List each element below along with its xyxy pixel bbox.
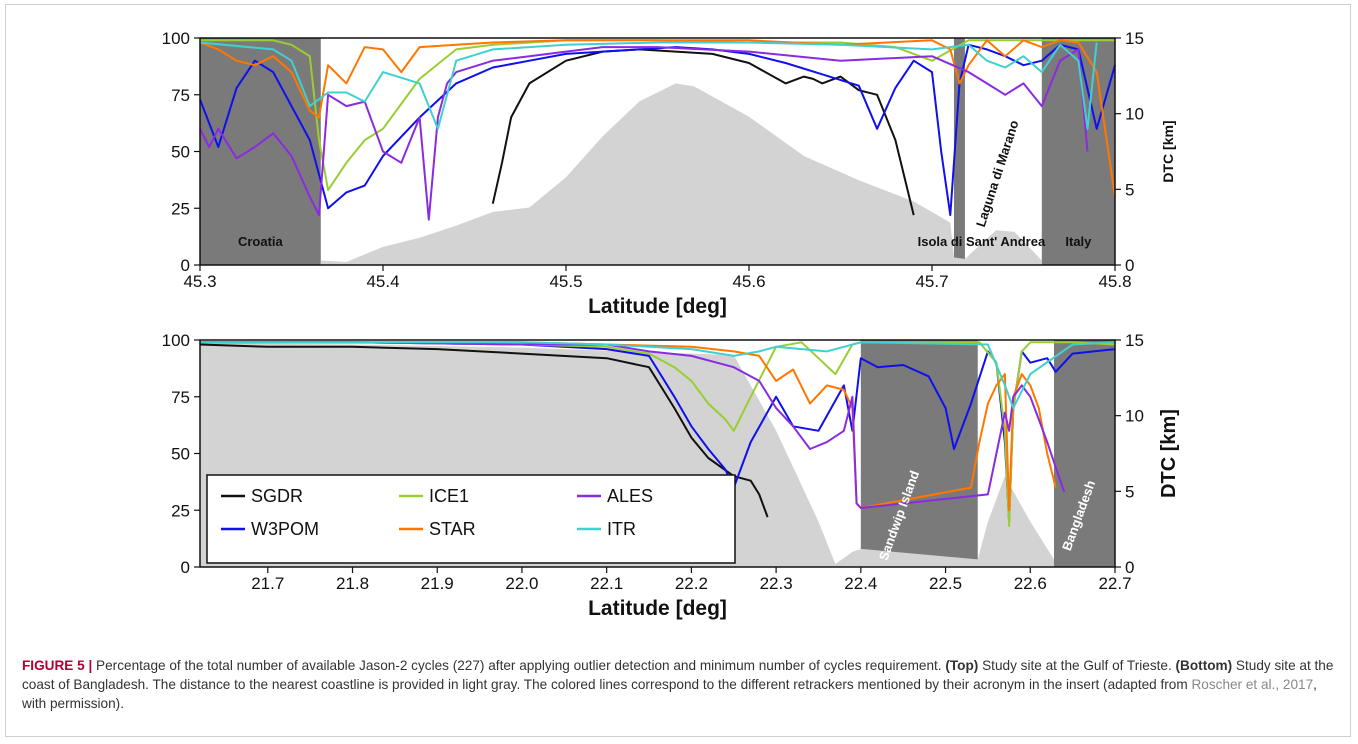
x-tick-label-7: 22.4 [844, 574, 877, 593]
land-region-1 [953, 38, 965, 265]
x-axis-title: Latitude [deg] [588, 295, 727, 318]
region-label-italy: Italy [1065, 234, 1092, 249]
legend-box [206, 474, 736, 564]
x-tick-label-3: 45.6 [732, 272, 765, 291]
series-line-ales [200, 341, 1066, 509]
series-line-ice1 [200, 39, 1115, 192]
y2-tick-label-0: 0 [1125, 256, 1134, 275]
series-line-sgdr [491, 48, 915, 216]
y2-tick-label-2: 10 [1125, 407, 1144, 426]
caption-text-1: Percentage of the total number of availa… [92, 658, 946, 673]
x-tick-label-9: 22.6 [1014, 574, 1047, 593]
y2-axis-title: DTC [km] [1158, 409, 1180, 498]
y2-tick-label-1: 5 [1125, 482, 1134, 501]
series-line-itr [199, 41, 1098, 130]
x-tick-label-8: 22.5 [929, 574, 962, 593]
y-tick-label-2: 50 [171, 445, 190, 464]
y2-tick-label-2: 10 [1125, 105, 1144, 124]
x-tick-label-4: 45.7 [915, 272, 948, 291]
legend-label-ales: ALES [607, 486, 653, 506]
x-tick-label-3: 22.0 [505, 574, 538, 593]
y2-tick-label-3: 15 [1125, 331, 1144, 350]
x-tick-label-6: 22.3 [760, 574, 793, 593]
land-region-2 [1041, 38, 1115, 265]
y2-axis-title: DTC [km] [1160, 120, 1176, 182]
y-tick-label-1: 25 [171, 501, 190, 520]
annotation-isola: Isola di Sant' Andrea [918, 234, 1046, 249]
x-tick-label-2: 45.5 [549, 272, 582, 291]
y2-tick-label-1: 5 [1125, 180, 1134, 199]
land-region-1 [1054, 340, 1115, 567]
region-label-croatia: Croatia [238, 234, 284, 249]
y-tick-label-0: 0 [181, 558, 190, 577]
bottom-chart: 21.7 21.8 21.9 22.0 22.1 22.2 22.3 22.4 22.5 22.6… [162, 331, 1180, 620]
figure-caption: FIGURE 5 | Percentage of the total numbe… [22, 656, 1340, 713]
legend-label-star: STAR [429, 519, 476, 539]
caption-text-4: , with permission). [22, 677, 1317, 711]
x-axis-title: Latitude [deg] [588, 597, 727, 620]
x-tick-label-1: 21.8 [336, 574, 369, 593]
series-line-star [199, 39, 1116, 198]
x-tick-label-5: 45.8 [1098, 272, 1131, 291]
y-tick-label-4: 100 [162, 331, 190, 350]
y-tick-label-0: 0 [181, 256, 190, 275]
legend-label-ice1: ICE1 [429, 486, 469, 506]
caption-top-label: (Top) [945, 658, 979, 673]
caption-text-3: Study site at the coast of Bangladesh. T… [22, 658, 1334, 692]
land-region-0 [200, 38, 321, 265]
series-line-ales [199, 46, 1089, 221]
y-tick-label-3: 75 [171, 86, 190, 105]
caption-label: FIGURE 5 | [22, 658, 93, 673]
y-tick-label-3: 75 [171, 388, 190, 407]
y-tick-label-1: 25 [171, 199, 190, 218]
series-line-itr [200, 341, 1116, 410]
x-tick-label-0: 21.7 [251, 574, 284, 593]
y2-tick-label-0: 0 [1125, 558, 1134, 577]
y-tick-label-4: 100 [162, 29, 190, 48]
land-region-0 [860, 340, 978, 567]
legend-label-sgdr: SGDR [251, 486, 303, 506]
legend-label-w3pom: W3POM [251, 519, 319, 539]
x-tick-label-10: 22.7 [1098, 574, 1131, 593]
annotation-laguna: Laguna di Marano [973, 118, 1022, 228]
top-chart: 45.3 45.4 45.5 45.6 45.7 45.80255075100051015… [162, 29, 1176, 318]
caption-citation-link[interactable]: Roscher et al., 2017 [1191, 677, 1314, 692]
x-tick-label-1: 45.4 [366, 272, 399, 291]
series-line-sgdr [199, 343, 769, 518]
x-tick-label-5: 22.2 [675, 574, 708, 593]
y-tick-label-2: 50 [171, 143, 190, 162]
dtc-area [320, 83, 1042, 266]
y2-tick-label-3: 15 [1125, 29, 1144, 48]
caption-text-2: Study site at the Gulf of Trieste. [978, 658, 1176, 673]
x-tick-label-4: 22.1 [590, 574, 623, 593]
x-tick-label-2: 21.9 [421, 574, 454, 593]
caption-bottom-label: (Bottom) [1175, 658, 1233, 673]
x-tick-label-0: 45.3 [183, 272, 216, 291]
legend-label-itr: ITR [607, 519, 636, 539]
